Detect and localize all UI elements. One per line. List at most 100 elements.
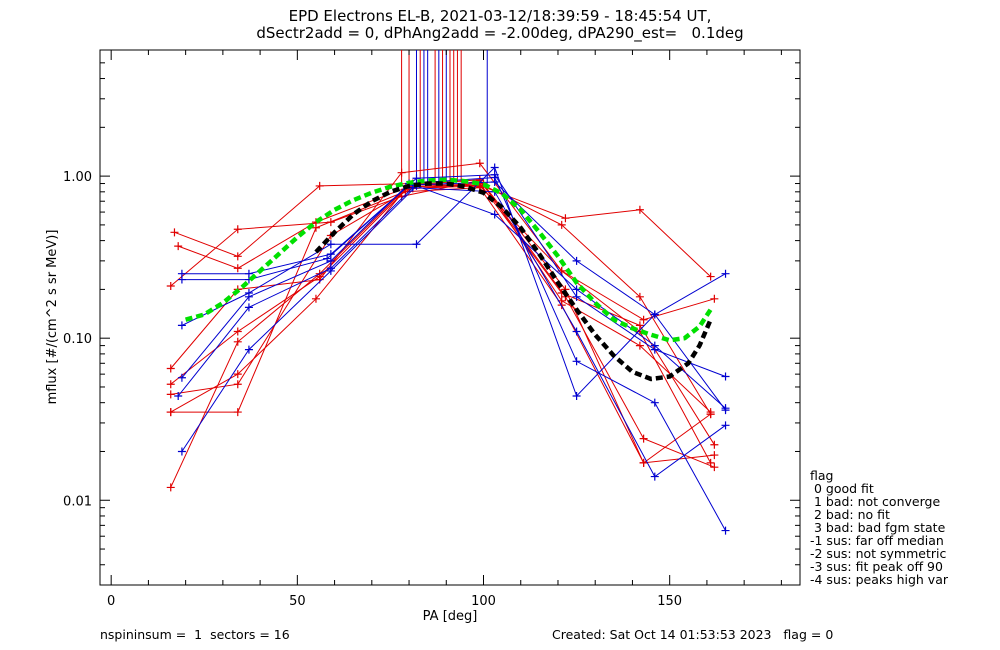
- y-axis-label: mflux [#/(cm^2 s sr MeV)]: [45, 230, 60, 405]
- data-point-marker: [233, 370, 242, 379]
- data-point-marker: [572, 292, 581, 301]
- data-point-marker: [412, 240, 421, 249]
- series-line: [170, 179, 715, 468]
- data-point-marker: [490, 163, 499, 172]
- data-point-marker: [650, 472, 659, 481]
- data-point-marker: [475, 159, 484, 168]
- x-tick-label: 150: [657, 594, 682, 609]
- legend-item: 2 bad: no fit: [810, 507, 890, 522]
- legend-item: -2 sus: not symmetric: [810, 546, 947, 561]
- data-point-marker: [721, 404, 730, 413]
- legend-item: 1 bad: not converge: [810, 494, 941, 509]
- data-point-marker: [233, 264, 242, 273]
- data-point-marker: [572, 285, 581, 294]
- data-point-marker: [244, 303, 253, 312]
- data-point-marker: [233, 252, 242, 261]
- legend-item: -3 sus: fit peak off 90: [810, 559, 943, 574]
- series-line: [170, 182, 715, 446]
- footer-created-info: Created: Sat Oct 14 01:53:53 2023 flag =…: [552, 627, 834, 642]
- data-point-marker: [572, 327, 581, 336]
- data-point-marker: [166, 281, 175, 290]
- series-line: [170, 187, 711, 464]
- data-point-marker: [561, 214, 570, 223]
- x-tick-label: 0: [107, 594, 115, 609]
- data-point-marker: [244, 292, 253, 301]
- legend-item: 3 bad: bad fgm state: [810, 520, 946, 535]
- legend-title: flag: [810, 468, 834, 483]
- legend-item: -4 sus: peaks high var: [810, 572, 949, 587]
- data-point-marker: [490, 210, 499, 219]
- data-point-marker: [721, 372, 730, 381]
- data-point-marker: [706, 408, 715, 417]
- series-line: [181, 176, 726, 531]
- series-line: [181, 185, 726, 452]
- series-line: [170, 179, 715, 488]
- spike-group: [401, 50, 488, 184]
- data-point-marker: [326, 256, 335, 265]
- data-point-marker: [721, 526, 730, 535]
- data-point-marker: [177, 373, 186, 382]
- data-point-marker: [233, 380, 242, 389]
- data-series-group: [166, 159, 730, 535]
- data-point-marker: [650, 341, 659, 350]
- chart-title-line-2: dSectr2add = 0, dPhAng2add = -2.00deg, d…: [256, 24, 744, 42]
- series-line: [181, 174, 726, 377]
- data-point-marker: [710, 451, 719, 460]
- series-line: [170, 162, 712, 464]
- data-point-marker: [710, 463, 719, 472]
- data-point-marker: [177, 447, 186, 456]
- data-point-marker: [635, 292, 644, 301]
- data-point-marker: [721, 421, 730, 430]
- legend-item: -1 sus: far off median: [810, 533, 944, 548]
- series-line: [178, 184, 712, 415]
- data-point-marker: [326, 266, 335, 275]
- data-point-marker: [177, 275, 186, 284]
- data-point-marker: [233, 327, 242, 336]
- legend-item: 0 good fit: [810, 481, 874, 496]
- data-point-marker: [244, 345, 253, 354]
- data-point-marker: [166, 364, 175, 373]
- x-tick-label: 100: [471, 594, 496, 609]
- data-point-marker: [721, 269, 730, 278]
- flag-legend: flag 0 good fit 1 bad: not converge 2 ba…: [810, 469, 948, 586]
- data-point-marker: [397, 168, 406, 177]
- data-point-marker: [326, 250, 335, 259]
- data-point-marker: [166, 390, 175, 399]
- data-point-marker: [635, 341, 644, 350]
- data-point-marker: [635, 321, 644, 330]
- footer-sector-info: nspininsum = 1 sectors = 16: [100, 627, 290, 642]
- data-point-marker: [639, 434, 648, 443]
- y-tick-label: 0.01: [63, 494, 92, 509]
- data-point-marker: [572, 391, 581, 400]
- data-point-marker: [639, 458, 648, 467]
- data-point-marker: [572, 256, 581, 265]
- data-point-marker: [706, 272, 715, 281]
- series-line: [170, 182, 711, 413]
- series-line: [181, 181, 726, 316]
- y-tick-label: 1.00: [63, 170, 92, 185]
- data-point-marker: [710, 440, 719, 449]
- data-point-marker: [572, 357, 581, 366]
- data-point-marker: [557, 220, 566, 229]
- data-point-marker: [174, 242, 183, 251]
- data-point-marker: [174, 391, 183, 400]
- data-point-marker: [706, 458, 715, 467]
- data-point-marker: [710, 294, 719, 303]
- series-line: [174, 182, 711, 277]
- chart-title-line-1: EPD Electrons EL-B, 2021-03-12/18:39:59 …: [288, 7, 712, 25]
- black-fit-curve: [314, 181, 713, 382]
- series-line: [181, 166, 726, 411]
- series-line: [177, 187, 726, 478]
- fit-curve-group: [184, 177, 713, 382]
- x-axis-label: PA [deg]: [423, 609, 478, 624]
- y-tick-label: 0.10: [63, 332, 92, 347]
- data-point-marker: [233, 408, 242, 417]
- data-point-marker: [639, 315, 648, 324]
- data-point-marker: [233, 337, 242, 346]
- data-point-marker: [166, 408, 175, 417]
- data-point-marker: [166, 483, 175, 492]
- data-point-marker: [166, 380, 175, 389]
- data-point-marker: [326, 218, 335, 227]
- axes-group: 0 50 100 150 0.01 0.10 1.00: [63, 49, 800, 609]
